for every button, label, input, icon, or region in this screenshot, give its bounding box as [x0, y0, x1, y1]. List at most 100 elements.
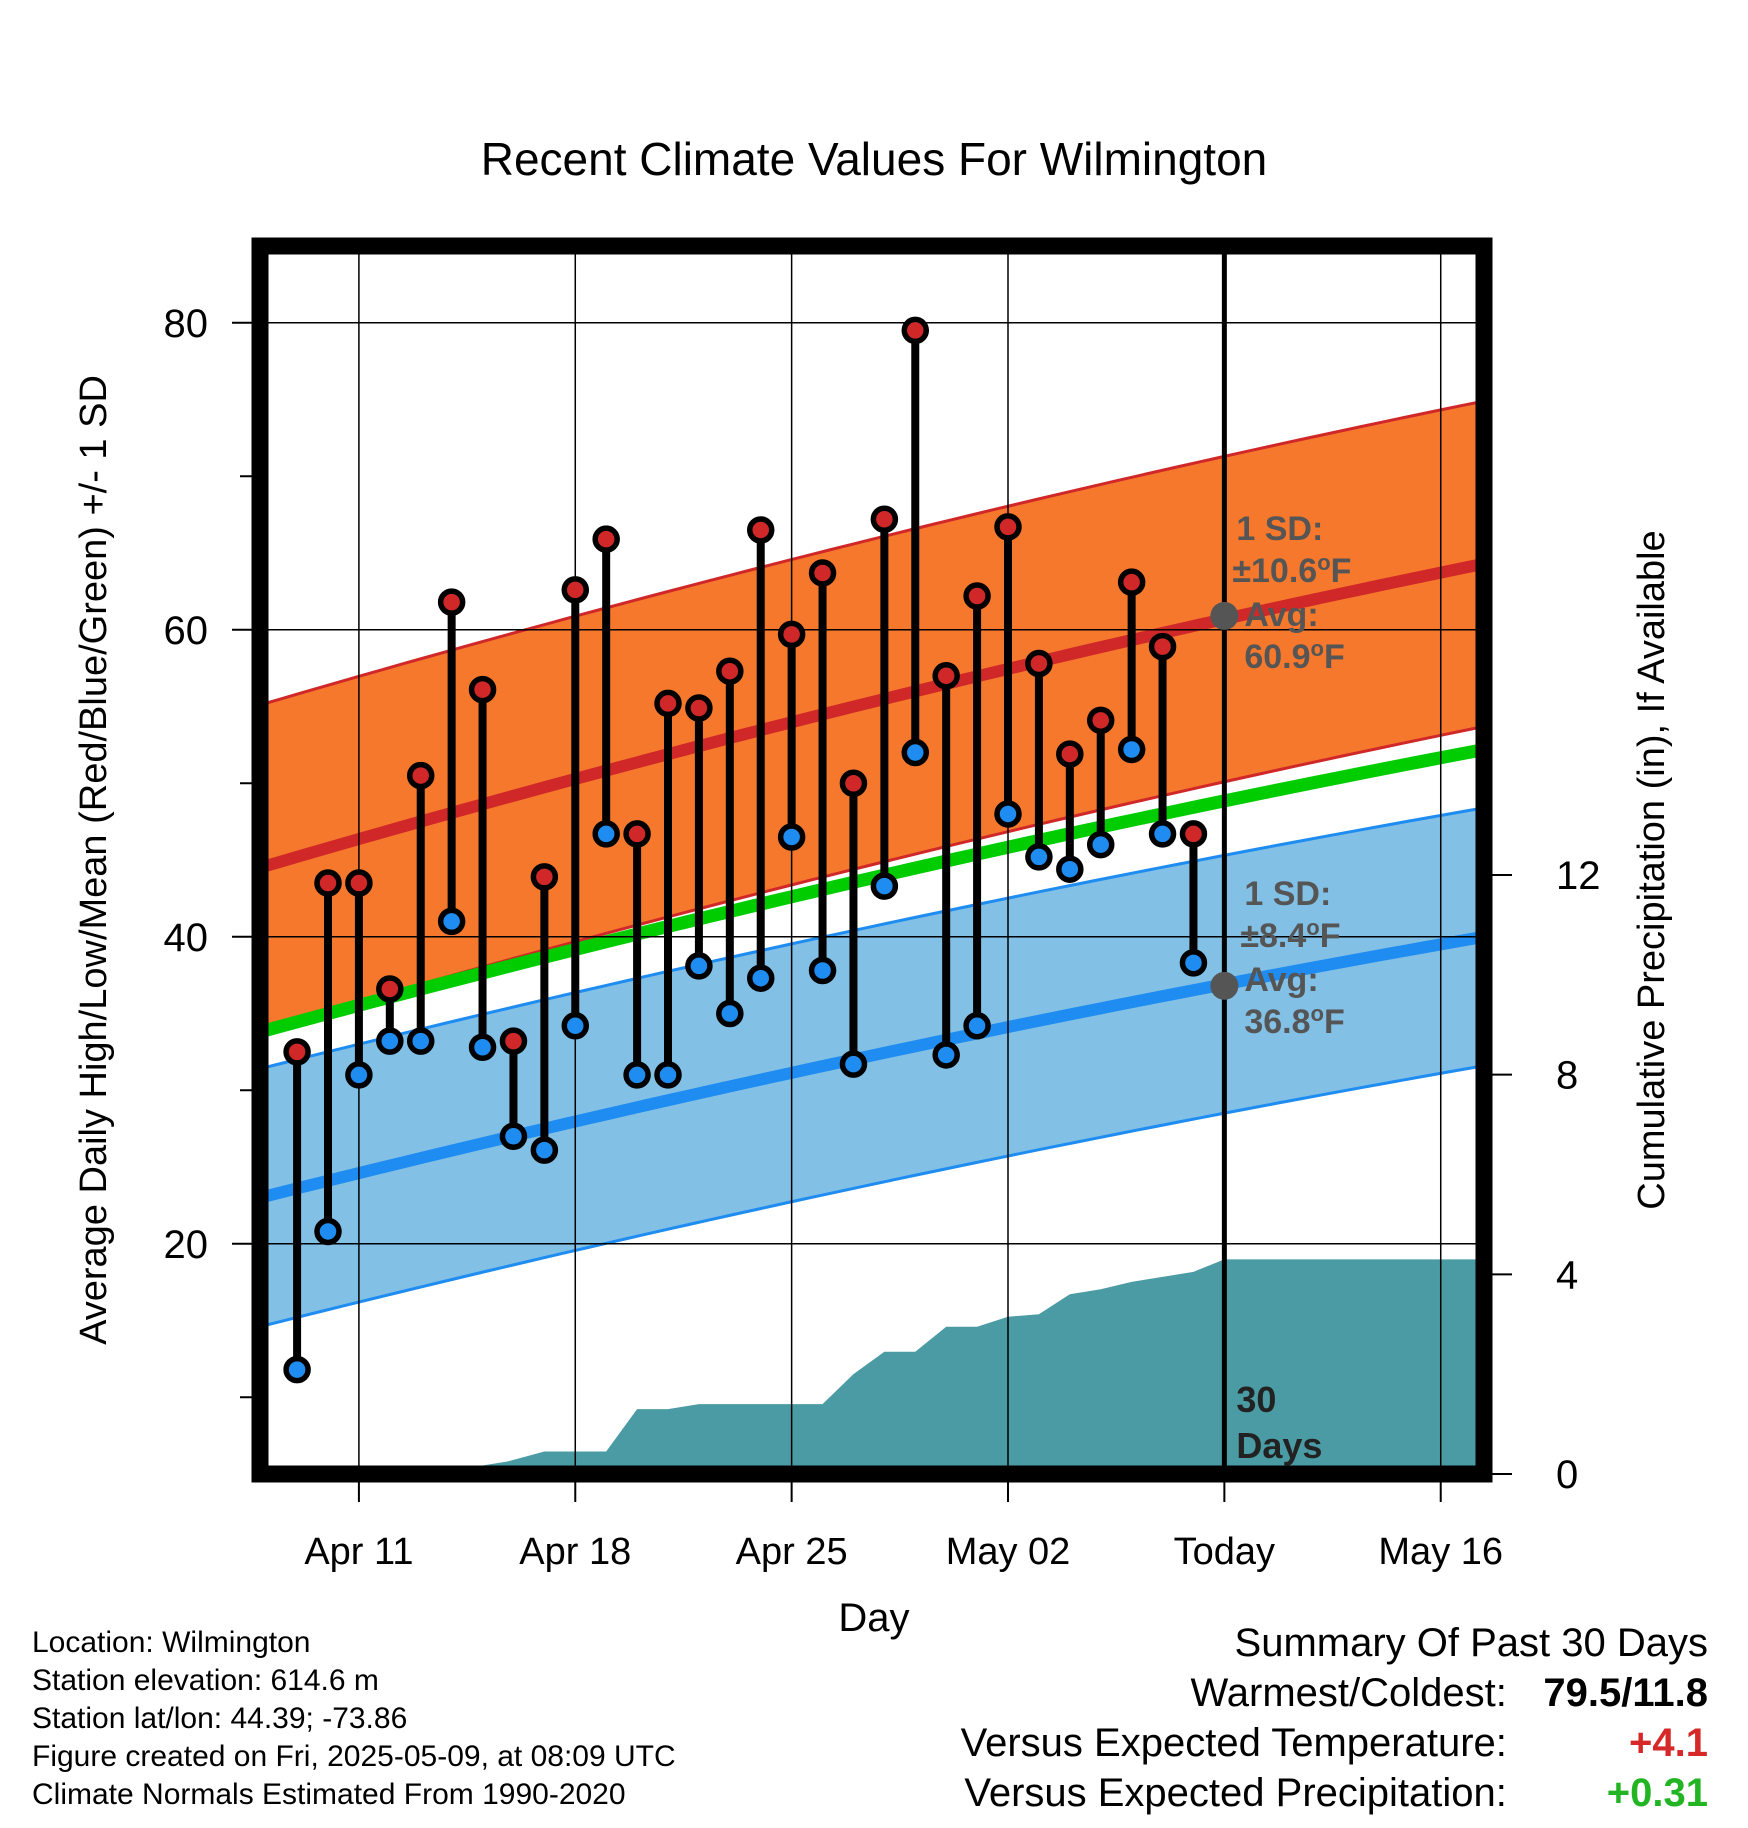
daily-high-point [839, 769, 868, 797]
daily-high-point [654, 689, 682, 718]
y-right-tick-label: 0 [1556, 1453, 1578, 1497]
high-sd-upper-edge [260, 399, 1484, 707]
daily-low-point [716, 999, 744, 1028]
temp-label: Versus Expected Temperature: [960, 1721, 1507, 1765]
normal-high-line [260, 557, 1484, 874]
low-sd-value: ±8.4oF [1240, 915, 1340, 956]
daily-low-point [901, 738, 930, 767]
created-text: Figure created on Fri, 2025-05-09, at 08… [32, 1740, 676, 1773]
y-left-tick-label: 80 [164, 302, 209, 346]
daily-high-point [1179, 820, 1208, 848]
daily-high-point [716, 657, 744, 685]
y-right-tick-label: 8 [1556, 1054, 1578, 1098]
high-avg-value: 60.9oF [1244, 636, 1344, 677]
low-sd-upper-edge [260, 806, 1484, 1071]
daily-low-point [994, 800, 1022, 828]
elevation-text: Station elevation: 614.6 m [32, 1664, 379, 1697]
daily-high-point [1086, 706, 1115, 735]
daily-high-point [561, 576, 590, 604]
daily-high-point [468, 675, 497, 704]
daily-high-point [406, 761, 435, 790]
daily-high-point [345, 869, 373, 897]
daily-low-point [808, 956, 837, 985]
x-tick-label: May 16 [1378, 1531, 1503, 1573]
high-sd-value: ±10.6oF [1232, 550, 1351, 591]
daily-low-point [376, 1027, 404, 1055]
y-axis-left-label: Average Daily High/Low/Mean (Red/Blue/Gr… [73, 375, 115, 1345]
daily-high-point [870, 505, 899, 533]
daily-high-point [437, 588, 466, 616]
daily-low-point [406, 1027, 435, 1055]
today-days-label-number: 30 [1236, 1379, 1276, 1420]
y-left-tick-label: 40 [164, 916, 209, 960]
daily-low-point [283, 1355, 311, 1384]
daily-high-point [777, 620, 806, 649]
plot-frame [251, 237, 1493, 1483]
y-right-tick-label: 4 [1556, 1253, 1578, 1297]
precip-value: +0.31 [1606, 1771, 1708, 1815]
x-tick-label: Apr 11 [304, 1531, 413, 1573]
low-avg-value: 36.8oF [1244, 1001, 1344, 1042]
daily-low-point [777, 823, 806, 851]
warm-cold-label: Warmest/Coldest: [1190, 1671, 1507, 1715]
daily-high-point [932, 662, 960, 690]
low-sd-lower-edge [260, 1064, 1484, 1329]
high-avg-label: Avg: [1244, 596, 1318, 634]
daily-low-point [1086, 830, 1115, 859]
summary-warm-cold: Warmest/Coldest: 79.5/11.8 [961, 1668, 1709, 1718]
y-right-tick-label: 12 [1556, 854, 1601, 898]
daily-high-point [685, 694, 713, 722]
daily-low-point [1179, 949, 1208, 977]
today-high-avg-marker [1210, 601, 1239, 630]
x-tick-label: Today [1174, 1531, 1275, 1573]
today-low-avg-marker [1210, 971, 1239, 1000]
daily-high-point [530, 863, 559, 891]
today-days-label-word: Days [1236, 1425, 1322, 1466]
low-sd-band [260, 807, 1484, 1327]
daily-high-point [314, 869, 342, 897]
x-tick-label: Apr 25 [736, 1531, 848, 1573]
temp-value: +4.1 [1629, 1721, 1708, 1765]
y-axis-right-label: Cumulative Precipitation (in), If Availa… [1631, 530, 1673, 1209]
daily-low-point [468, 1033, 497, 1062]
daily-high-point [499, 1027, 528, 1055]
daily-low-point [1056, 855, 1084, 883]
daily-low-point [746, 964, 775, 992]
daily-low-point [345, 1061, 373, 1089]
low-avg-label: Avg: [1244, 961, 1318, 999]
daily-low-point [685, 952, 713, 980]
summary-temp: Versus Expected Temperature: +4.1 [961, 1718, 1708, 1768]
y-left-tick-label: 60 [164, 609, 209, 653]
daily-low-point [1148, 820, 1177, 848]
daily-low-point [870, 872, 899, 900]
low-sd-label: 1 SD: [1244, 875, 1331, 913]
daily-high-point [994, 513, 1022, 541]
summary-panel: Summary Of Past 30 Days Warmest/Coldest:… [961, 1618, 1708, 1818]
precip-label: Versus Expected Precipitation: [964, 1771, 1507, 1815]
daily-low-point [932, 1041, 960, 1069]
chart-title: Recent Climate Values For Wilmington [481, 133, 1268, 185]
summary-precip: Versus Expected Precipitation: +0.31 [961, 1768, 1708, 1818]
x-axis-label: Day [838, 1596, 909, 1640]
station-info: Location: Wilmington Station elevation: … [32, 1624, 676, 1814]
daily-high-point [1117, 568, 1146, 596]
daily-low-point [839, 1050, 868, 1078]
high-sd-label: 1 SD: [1236, 510, 1323, 548]
daily-high-point [283, 1038, 311, 1066]
daily-high-point [592, 525, 620, 553]
daily-high-point [746, 516, 775, 544]
daily-low-point [530, 1136, 559, 1164]
daily-high-point [901, 316, 930, 345]
latlon-text: Station lat/lon: 44.39; -73.86 [32, 1702, 408, 1735]
daily-high-point [376, 975, 404, 1003]
normal-mean-line [260, 743, 1484, 1039]
daily-low-point [654, 1061, 682, 1089]
daily-low-point [314, 1217, 342, 1246]
daily-high-point [623, 820, 651, 848]
daily-low-point [1025, 843, 1053, 871]
daily-high-point [1025, 649, 1053, 678]
daily-high-point [808, 559, 837, 587]
daily-low-point [437, 907, 466, 936]
daily-low-point [963, 1012, 991, 1040]
